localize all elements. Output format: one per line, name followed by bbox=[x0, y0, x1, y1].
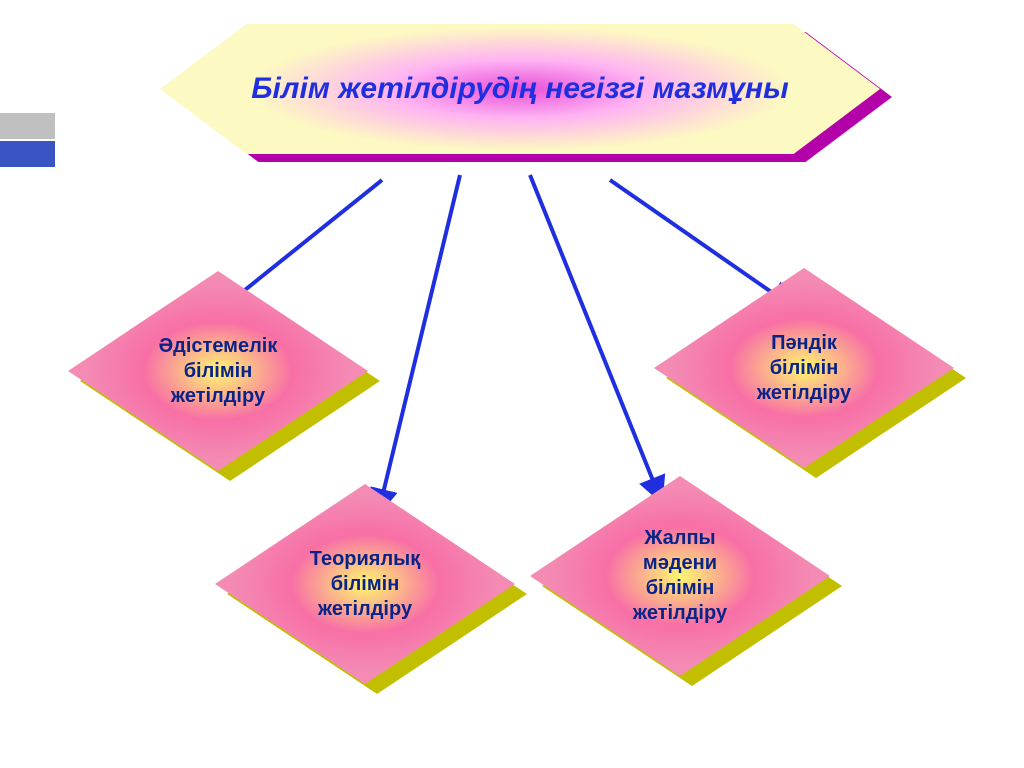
diamond-node: Жалпы мәдени білімін жетілдіру bbox=[530, 476, 830, 676]
diamond-label: Жалпы мәдени білімін жетілдіру bbox=[593, 526, 767, 626]
title-text: Білім жетілдірудің негізгі мазмұны bbox=[201, 72, 839, 106]
title-hexagon: Білім жетілдірудің негізгі мазмұны bbox=[160, 24, 880, 154]
diamond-label: Әдістемелік білімін жетілдіру bbox=[119, 334, 318, 409]
diamond-label: Теориялық білімін жетілдіру bbox=[270, 547, 461, 622]
diamond-face: Жалпы мәдени білімін жетілдіру bbox=[530, 476, 830, 676]
diagram-canvas: Білім жетілдірудің негізгі мазмұны Әдіст… bbox=[0, 0, 1024, 768]
diamond-node: Пәндік білімін жетілдіру bbox=[654, 268, 954, 468]
diamond-node: Теориялық білімін жетілдіру bbox=[215, 484, 515, 684]
diamond-node: Әдістемелік білімін жетілдіру bbox=[68, 271, 368, 471]
diamond-face: Әдістемелік білімін жетілдіру bbox=[68, 271, 368, 471]
side-accent-2 bbox=[0, 141, 55, 167]
diamond-label: Пәндік білімін жетілдіру bbox=[717, 331, 891, 406]
diamond-face: Пәндік білімін жетілдіру bbox=[654, 268, 954, 468]
diamond-face: Теориялық білімін жетілдіру bbox=[215, 484, 515, 684]
side-accent-1 bbox=[0, 113, 55, 139]
